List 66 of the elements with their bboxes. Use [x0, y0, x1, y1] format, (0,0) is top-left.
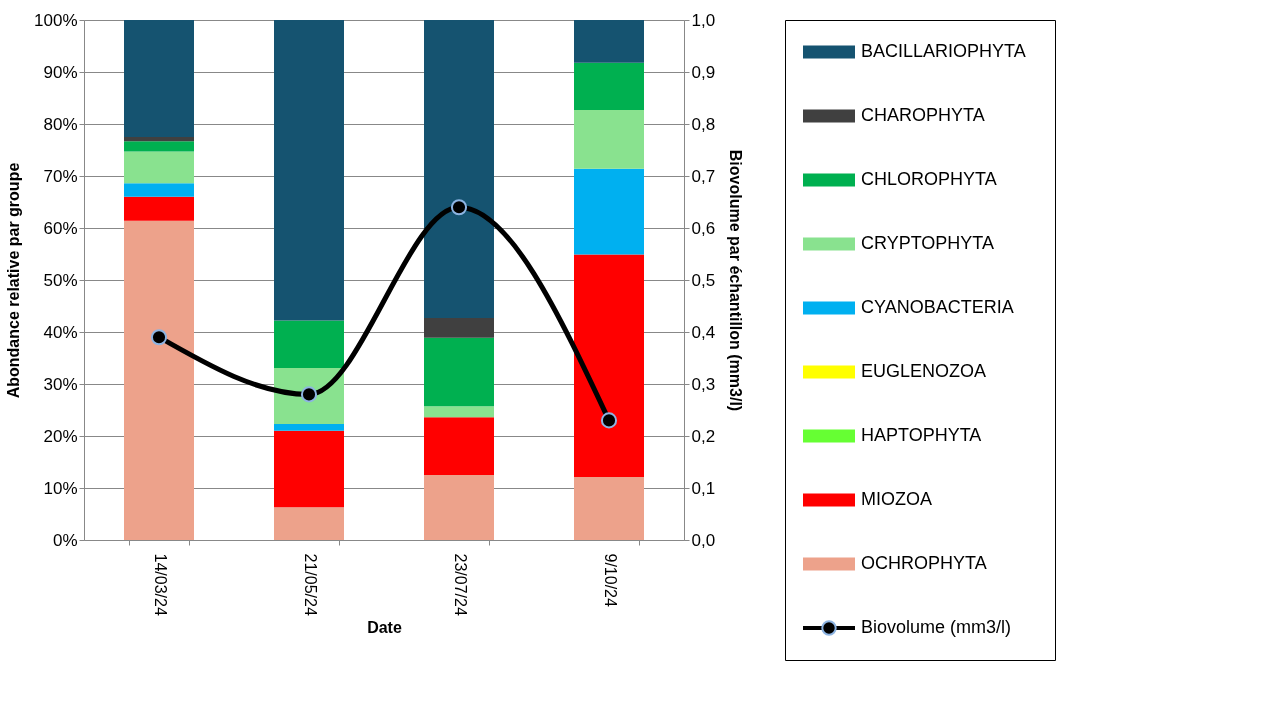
x-axis-title: Date: [367, 618, 402, 636]
x-tick-label: 21/05/24: [301, 553, 319, 616]
y2-tick-label: 0,1: [691, 478, 716, 498]
bar: [424, 406, 494, 418]
bar: [424, 317, 494, 338]
bar: [274, 320, 344, 368]
bar: [424, 475, 494, 540]
bar: [124, 220, 194, 540]
y2-tick-label: 0,2: [691, 426, 716, 446]
y-tick-label: 50%: [43, 270, 78, 290]
bar: [424, 417, 494, 475]
bar: [574, 109, 644, 169]
y2-tick-label: 0,3: [691, 374, 716, 394]
legend-label: MIOZOA: [861, 489, 932, 509]
y-tick-label: 40%: [43, 322, 78, 342]
bar: [274, 424, 344, 431]
bar: [574, 62, 644, 110]
y-axis-title: Abondance relative par groupe: [5, 162, 23, 399]
x-tick-label: 23/07/24: [451, 553, 469, 616]
legend-label: HAPTOPHYTA: [861, 425, 982, 445]
y2-tick-label: 0,4: [691, 322, 716, 342]
legend-label: OCHROPHYTA: [861, 553, 987, 573]
y2-tick-label: 0,5: [691, 270, 716, 290]
x-tick-label: 14/03/24: [151, 553, 169, 616]
x-tick-label: 9/10/24: [601, 553, 619, 607]
bar: [124, 137, 194, 142]
y-tick-label: 70%: [43, 166, 78, 186]
bar: [574, 477, 644, 540]
bar: [424, 20, 494, 318]
bar: [424, 337, 494, 407]
legend-label: CHAROPHYTA: [861, 105, 985, 125]
bar: [124, 141, 194, 152]
legend-label: CRYPTOPHYTA: [861, 233, 995, 253]
legend-label: CHLOROPHYTA: [861, 169, 997, 189]
y2-tick-label: 0,8: [691, 114, 716, 134]
point: [450, 199, 468, 216]
y-tick-label: 20%: [43, 426, 78, 446]
y-tick-label: 0%: [52, 530, 78, 550]
bar: [124, 151, 194, 184]
bar: [274, 20, 344, 321]
y2-tick-label: 0,9: [691, 62, 716, 82]
y2-tick-label: 0,6: [691, 218, 716, 238]
bar: [274, 507, 344, 540]
y-tick-label: 100%: [34, 10, 78, 30]
point: [600, 412, 618, 429]
y-tick-label: 10%: [43, 478, 78, 498]
bar: [124, 183, 194, 197]
bar: [274, 430, 344, 508]
point: [150, 329, 168, 346]
legend-label: CYANOBACTERIA: [861, 297, 1014, 317]
y2-tick-label: 0,7: [691, 166, 716, 186]
y-tick-label: 80%: [43, 114, 78, 134]
y-tick-label: 30%: [43, 374, 78, 394]
legend-label: EUGLENOZOA: [861, 361, 987, 381]
legend-label: Biovolume (mm3/l): [861, 617, 1012, 637]
y2-axis-title: Biovolume par échantillon (mm3/l): [727, 149, 745, 412]
bar: [574, 254, 644, 478]
bar: [574, 168, 644, 255]
bar: [574, 20, 644, 63]
y2-tick-label: 1,0: [691, 10, 716, 30]
y2-tick-label: 0,0: [691, 530, 716, 550]
legend-label: BACILLARIOPHYTA: [861, 41, 1026, 61]
y-tick-label: 90%: [43, 62, 78, 82]
bar: [124, 196, 194, 221]
bar: [124, 20, 194, 137]
y-tick-label: 60%: [43, 218, 78, 238]
